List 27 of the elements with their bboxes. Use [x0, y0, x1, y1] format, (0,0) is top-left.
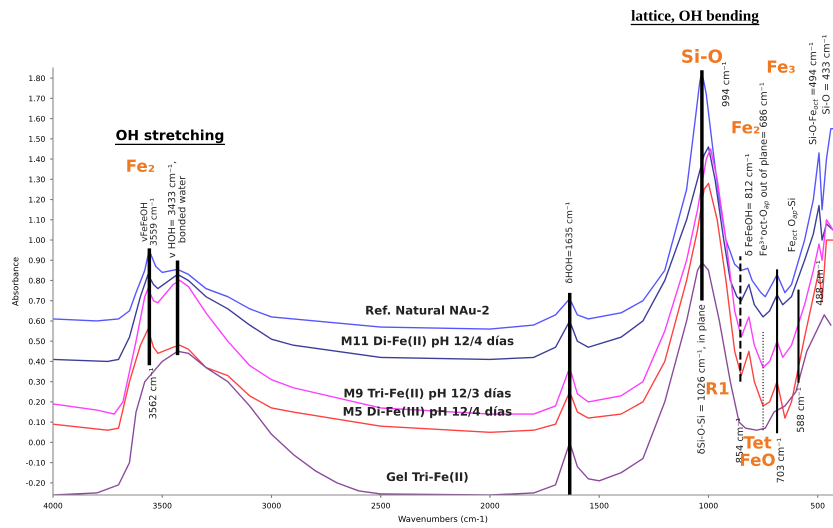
series-label: Gel Tri-Fe(II): [386, 472, 468, 483]
annotation: Fe₂: [127, 160, 154, 172]
series-label: M11 Di-Fe(II) pH 12/4 días: [342, 336, 514, 348]
annotation: δSi-O-Si = 1026 cm⁻¹, in plane: [697, 304, 707, 454]
annotation: 3562 cm⁻¹: [148, 368, 156, 419]
annotation: Fe₂: [732, 121, 760, 134]
annotation: Si-O-Fe$_{oct}$ =494 cm⁻¹: [808, 42, 818, 144]
annotation: Fe³⁺oct-O$_{ap}$ out of plane= 686 cm⁻¹: [759, 82, 770, 256]
text: lattice, OH bending: [631, 10, 759, 24]
annotation: R1: [706, 382, 728, 394]
annotation: 488 cm⁻¹: [816, 260, 824, 306]
annotation: v HOH= 3433 cm⁻¹, bonded water: [168, 162, 186, 258]
text: Si-O: [682, 49, 722, 63]
annotation: Si-O = 433 cm⁻¹: [822, 34, 830, 114]
annotation: vFeFeOH 3559 cm⁻¹: [140, 198, 157, 246]
y-axis-title: Absorbance: [12, 257, 18, 306]
series-label: Ref. Natural NAu-2: [366, 306, 489, 315]
annotation: δ FeFeOH= 812 cm⁻¹: [745, 154, 752, 256]
annotation: Fe₃: [768, 60, 795, 73]
annotation: Fe$_{oct}$ O$_{ap}$-Si: [788, 198, 798, 252]
annotation: δHOH=1635 cm⁻¹: [566, 202, 572, 284]
annotation: 994 cm⁻¹: [722, 62, 730, 106]
annotation: 703 cm⁻¹: [776, 438, 784, 483]
annotation: 588 cm⁻¹: [796, 388, 804, 432]
x-axis-title: Wavenumbers (cm-1): [398, 516, 488, 524]
annotation: OH stretching: [116, 130, 224, 144]
series-label: M9 Tri-Fe(II) pH 12/3 días: [344, 388, 511, 400]
